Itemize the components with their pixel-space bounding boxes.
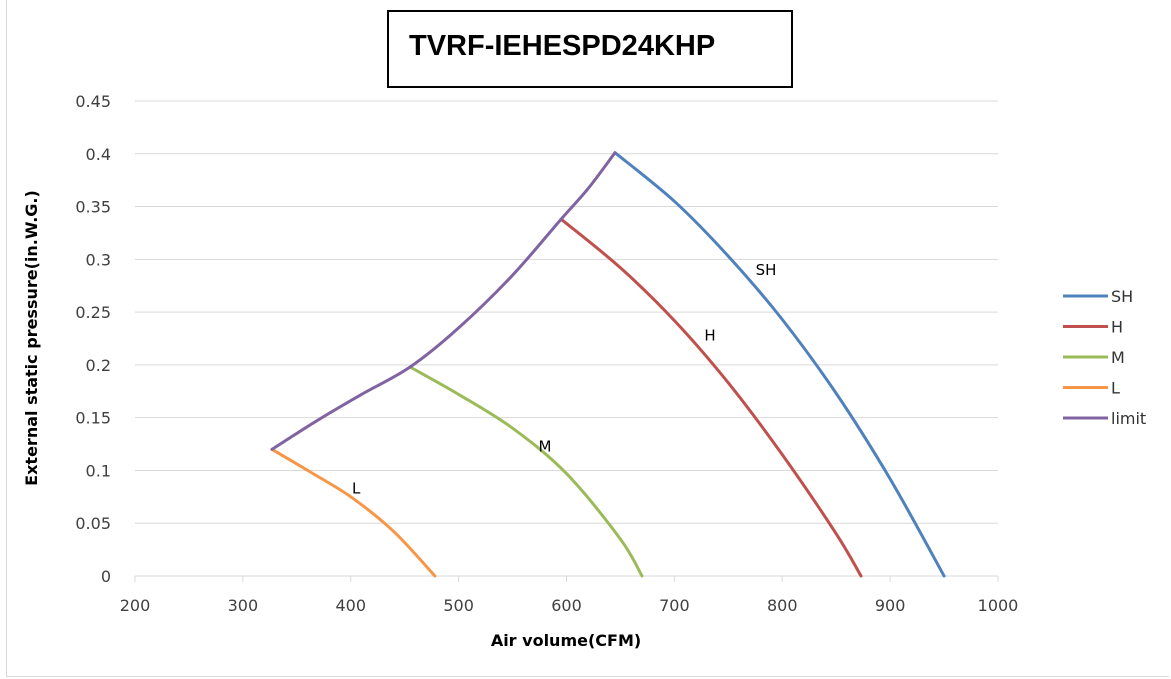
y-tick-label: 0.45 [75, 92, 111, 111]
series-lines [270, 151, 946, 578]
x-axis-title: Air volume(CFM) [491, 631, 641, 650]
y-tick-label: 0.4 [86, 145, 111, 164]
x-tick-label: 800 [767, 596, 798, 615]
y-tick-label: 0.1 [86, 461, 111, 480]
y-tick-label: 0.15 [75, 409, 111, 428]
series-label-l: L [352, 480, 361, 498]
series-label-m: M [538, 437, 551, 455]
legend-label-l: L [1111, 379, 1120, 398]
x-tick-label: 600 [551, 596, 582, 615]
series-line-sh [613, 151, 946, 578]
gridlines [135, 100, 998, 524]
x-tick-label: 400 [335, 596, 366, 615]
axes: 0 0.05 0.1 0.15 0.2 0.25 0.3 0.35 0.4 0.45 200 300 4… [75, 92, 1018, 615]
legend-label-sh: SH [1111, 287, 1133, 306]
legend-label-m: M [1111, 348, 1125, 367]
x-tick-label: 700 [659, 596, 690, 615]
legend-label-limit: limit [1111, 409, 1146, 428]
series-line-h [559, 217, 863, 578]
series-line-m [408, 365, 644, 578]
x-tick-label: 200 [120, 596, 151, 615]
series-labels: SH H M L [352, 261, 777, 498]
x-tick-label: 900 [875, 596, 906, 615]
y-tick-label: 0.3 [86, 250, 111, 269]
series-line-limit [270, 151, 617, 451]
x-tick-label: 500 [443, 596, 474, 615]
y-tick-label: 0.2 [86, 356, 111, 375]
x-tick-label: 1000 [978, 596, 1019, 615]
legend-label-h: H [1111, 318, 1123, 337]
series-line-l [270, 447, 437, 578]
series-label-h: H [704, 327, 715, 345]
x-tick-label: 300 [228, 596, 259, 615]
chart-frame [6, 0, 1169, 677]
y-axis-title: External static pressure(in.W.G.) [22, 190, 41, 486]
y-tick-label: 0.05 [75, 514, 111, 533]
y-tick-label: 0 [101, 567, 111, 586]
series-label-sh: SH [756, 261, 777, 279]
chart-title: TVRF-IEHESPD24KHP [387, 10, 793, 88]
y-tick-label: 0.25 [75, 303, 111, 322]
y-tick-label: 0.35 [75, 198, 111, 217]
